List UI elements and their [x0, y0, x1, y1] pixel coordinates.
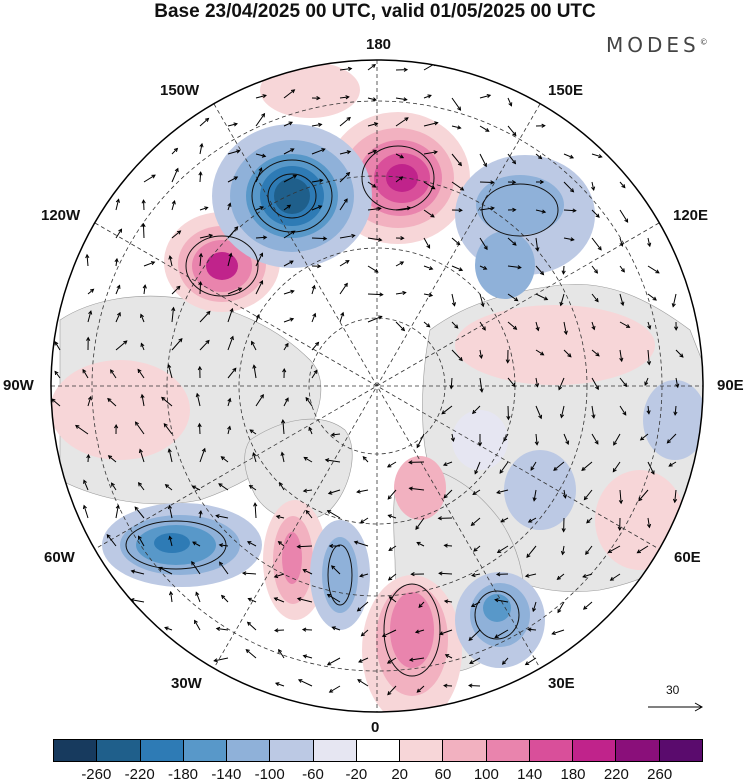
wind-arrow: [200, 282, 201, 294]
colorbar: [53, 739, 703, 762]
reference-arrow-icon: [646, 697, 706, 717]
colorbar-tick-label: -260: [81, 766, 111, 783]
lon-label-60e: 60E: [674, 550, 701, 566]
colorbar-tick-label: 140: [517, 766, 542, 783]
colorbar-tick-label: -60: [302, 766, 324, 783]
colorbar-tick-label: 100: [474, 766, 499, 783]
colorbar-cell: [573, 740, 616, 761]
reference-vector: 30: [646, 683, 706, 713]
lon-label-30w: 30W: [171, 676, 202, 692]
lon-label-120e: 120E: [673, 208, 708, 224]
lon-label-0: 0: [371, 720, 379, 736]
colorbar-cell: [314, 740, 357, 761]
colorbar-cell: [184, 740, 227, 761]
colorbar-cell: [270, 740, 313, 761]
wind-arrow: [368, 294, 383, 295]
lon-label-60w: 60W: [44, 550, 75, 566]
colorbar-tick-label: -220: [125, 766, 155, 783]
lon-label-90w: 90W: [3, 378, 34, 394]
colorbar-tick-label: 20: [391, 766, 408, 783]
colorbar-cell: [530, 740, 573, 761]
colorbar-cell: [97, 740, 140, 761]
colorbar-tick-label: 260: [647, 766, 672, 783]
lon-label-180: 180: [366, 37, 391, 53]
colorbar-tick-label: 60: [435, 766, 452, 783]
lon-label-150e: 150E: [548, 83, 583, 99]
colorbar-tick-label: 180: [560, 766, 585, 783]
wind-arrow: [312, 238, 326, 239]
colorbar-tick-label: -20: [345, 766, 367, 783]
colorbar-ticks: -260 -220 -180 -140 -100 -60 -20 20 60 100 140 180 2…: [0, 766, 750, 784]
colorbar-cell: [443, 740, 486, 761]
colorbar-cell: [141, 740, 184, 761]
colorbar-tick-label: -180: [168, 766, 198, 783]
colorbar-tick-label: -140: [211, 766, 241, 783]
colorbar-cell: [660, 740, 702, 761]
colorbar-tick-label: -100: [255, 766, 285, 783]
wind-arrow: [143, 224, 144, 238]
reference-vector-label: 30: [666, 683, 679, 697]
colorbar-cell: [616, 740, 659, 761]
colorbar-cell: [227, 740, 270, 761]
colorbar-cell: [487, 740, 530, 761]
colorbar-cell: [400, 740, 443, 761]
colorbar-tick-label: 220: [604, 766, 629, 783]
colorbar-cell: [357, 740, 400, 761]
polar-map: [0, 0, 750, 735]
lon-label-30e: 30E: [548, 676, 575, 692]
colorbar-cell: [54, 740, 97, 761]
lon-label-120w: 120W: [41, 208, 80, 224]
lon-label-150w: 150W: [160, 83, 199, 99]
lon-label-90e: 90E: [717, 378, 744, 394]
